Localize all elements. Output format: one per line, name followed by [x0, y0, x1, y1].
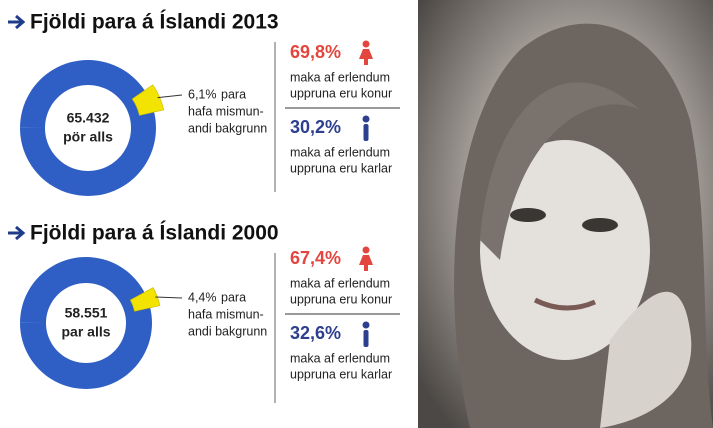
- icon-head: [362, 40, 370, 48]
- slice-note: para: [221, 87, 246, 101]
- title-arrow: [8, 14, 26, 30]
- breakdown-value: 30,2%: [290, 117, 341, 137]
- icon-body: [363, 330, 369, 347]
- icon-body: [359, 49, 373, 65]
- breakdown-note: uppruna eru konur: [290, 86, 392, 100]
- breakdown-value: 32,6%: [290, 323, 341, 343]
- center-label: 58.551: [65, 305, 108, 321]
- icon-head: [362, 246, 370, 254]
- donut-slice: [131, 84, 165, 116]
- breakdown-note: maka af erlendum: [290, 145, 390, 159]
- icon-head: [362, 321, 370, 329]
- slice-value-label: 6,1%: [188, 87, 217, 101]
- slice-note: hafa mismun-: [188, 104, 264, 118]
- center-label: 65.432: [67, 110, 110, 126]
- title-arrow: [8, 225, 26, 241]
- slice-note: andi bakgrunn: [188, 121, 267, 135]
- male-icon: [362, 321, 370, 347]
- slice-value-label: 4,4%: [188, 290, 217, 304]
- center-label: par alls: [61, 324, 110, 340]
- breakdown-value: 69,8%: [290, 42, 341, 62]
- donut-slice: [129, 287, 161, 312]
- leader-line: [155, 296, 183, 299]
- breakdown-note: maka af erlendum: [290, 276, 390, 290]
- breakdown-note: uppruna eru karlar: [290, 161, 392, 175]
- icon-head: [362, 115, 370, 123]
- chart-title: Fjöldi para á Íslandi 2000: [30, 222, 279, 245]
- breakdown-note: maka af erlendum: [290, 351, 390, 365]
- donut-ring: [20, 256, 152, 389]
- slice-note: hafa mismun-: [188, 307, 264, 321]
- slice-note: andi bakgrunn: [188, 324, 267, 338]
- breakdown-note: uppruna eru karlar: [290, 367, 392, 381]
- breakdown-note: maka af erlendum: [290, 70, 390, 84]
- icon-body: [363, 124, 369, 141]
- photo: [418, 0, 713, 428]
- breakdown-note: uppruna eru konur: [290, 292, 392, 306]
- chart-title: Fjöldi para á Íslandi 2013: [30, 11, 279, 34]
- icon-body: [359, 255, 373, 271]
- leader-line: [157, 94, 183, 99]
- male-icon: [362, 115, 370, 141]
- female-icon: [359, 40, 373, 65]
- donut-ring: [20, 60, 157, 197]
- female-icon: [359, 246, 373, 271]
- breakdown-value: 67,4%: [290, 248, 341, 268]
- slice-note: para: [221, 290, 246, 304]
- center-label: pör alls: [63, 129, 113, 145]
